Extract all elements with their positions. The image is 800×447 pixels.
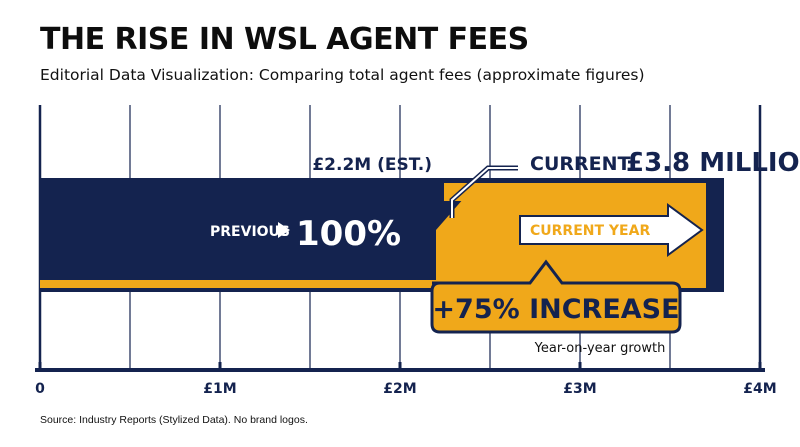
current-year-arrow-icon — [519, 203, 704, 257]
x-tick-label: £2M — [383, 381, 416, 397]
current-label-prefix: CURRENT — [530, 153, 631, 175]
chart-title: THE RISE IN WSL AGENT FEES — [40, 22, 529, 57]
current-inner-label: CURRENT YEAR — [530, 223, 650, 239]
current-bar-upper — [444, 183, 706, 201]
connector-line-inner — [451, 167, 518, 218]
current-value-label: £3.8 MILLION — [626, 148, 800, 178]
previous-inner-label: PREVIOUS — [210, 224, 290, 240]
chart-subtitle: Editorial Data Visualization: Comparing … — [40, 66, 645, 84]
source-note: Source: Industry Reports (Stylized Data)… — [40, 414, 308, 426]
x-tick-label: £4M — [743, 381, 776, 397]
x-tick-label: £3M — [563, 381, 596, 397]
x-tick-label: 0 — [35, 381, 45, 397]
previous-value-label: £2.2M (EST.) — [312, 155, 432, 175]
previous-inner-value: 100% — [296, 214, 401, 254]
current-bar-cap — [706, 180, 724, 290]
previous-arrow-icon — [278, 222, 290, 238]
increase-callout — [430, 259, 682, 334]
increase-note: Year-on-year growth — [534, 341, 666, 356]
increase-label: +75% INCREASE — [432, 294, 679, 325]
previous-bar — [40, 180, 436, 280]
x-tick-label: £1M — [203, 381, 236, 397]
